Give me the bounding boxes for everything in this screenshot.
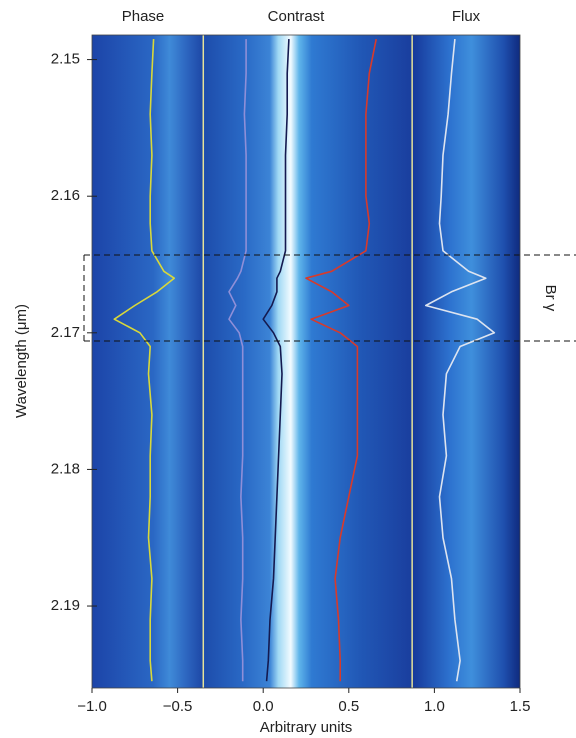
series-line [305,38,377,682]
x-tick-label: 1.5 [510,698,531,715]
y-tick-label: 2.19 [51,597,80,614]
x-tick-label: 1.0 [424,698,445,715]
x-tick-label: −0.5 [163,698,193,715]
panel-title: Flux [452,8,481,25]
y-tick-label: 2.18 [51,460,80,477]
y-tick-label: 2.16 [51,187,80,204]
y-axis-label: Wavelength (μm) [13,304,30,418]
panel-title: Phase [122,8,165,25]
phase-map [92,35,203,688]
series-line [113,39,175,682]
y-tick-label: 2.15 [51,51,80,68]
y-tick-label: 2.17 [51,324,80,341]
contrast-map [203,35,412,688]
x-tick-label: −1.0 [77,698,107,715]
series-line [262,39,290,682]
x-tick-label: 0.0 [253,698,274,715]
flux-map [412,35,520,688]
panel-title: Contrast [268,8,326,25]
series-line [228,39,247,682]
x-tick-label: 0.5 [338,698,359,715]
annotation: Br γ [542,285,559,312]
x-axis-label: Arbitrary units [260,719,353,736]
series-line [424,39,496,682]
plot-frame [91,34,521,689]
